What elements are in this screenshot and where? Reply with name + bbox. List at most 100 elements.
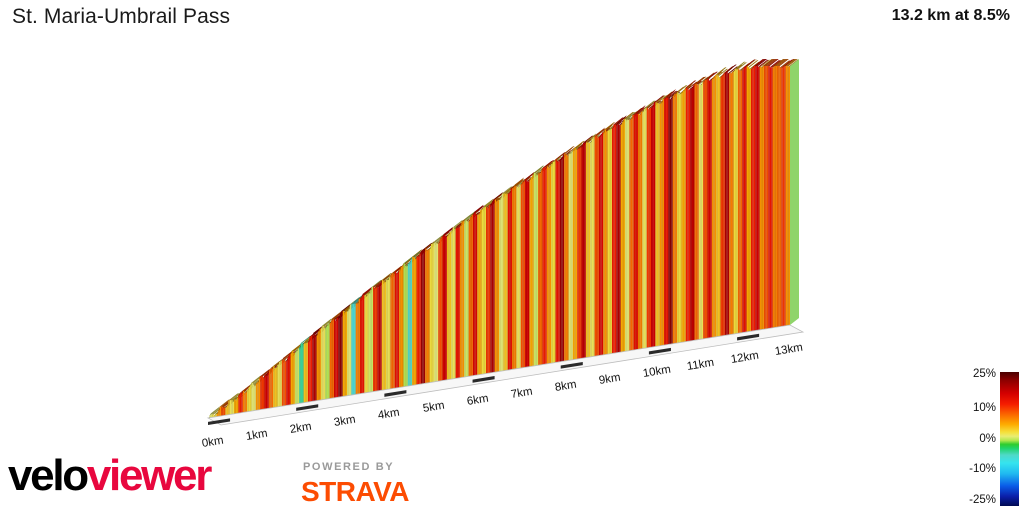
profile-segment bbox=[507, 193, 510, 371]
profile-segment bbox=[651, 107, 653, 348]
profile-segment bbox=[662, 98, 665, 346]
profile-segment bbox=[675, 92, 678, 344]
profile-segment bbox=[720, 75, 722, 337]
profile-segment bbox=[293, 353, 295, 405]
profile-segment bbox=[627, 119, 630, 351]
profile-segment bbox=[578, 148, 581, 359]
profile-segment-cap bbox=[768, 59, 779, 66]
profile-segment bbox=[707, 78, 709, 339]
profile-segment-cap bbox=[778, 59, 789, 66]
profile-segment bbox=[336, 317, 339, 398]
profile-segment bbox=[539, 173, 541, 366]
profile-segment bbox=[397, 269, 400, 388]
profile-segment-cap bbox=[624, 112, 636, 120]
profile-segment-cap bbox=[493, 192, 504, 200]
profile-segment bbox=[212, 414, 214, 418]
profile-segment bbox=[216, 413, 219, 417]
profile-segment-cap bbox=[704, 72, 716, 80]
profile-segment bbox=[455, 226, 458, 379]
profile-segment bbox=[231, 399, 233, 415]
profile-segment bbox=[759, 66, 762, 330]
elevation-profile-chart[interactable]: 0km 1km 2km 3km 4km 5km 6km 7km 8km 9km 10km 11km 12… bbox=[0, 34, 940, 450]
profile-segment bbox=[517, 185, 520, 369]
profile-segment bbox=[711, 79, 714, 338]
profile-segment bbox=[252, 384, 255, 411]
profile-segment bbox=[494, 199, 497, 373]
profile-segment-cap bbox=[716, 67, 727, 75]
profile-segment bbox=[665, 96, 667, 345]
profile-segment bbox=[307, 339, 310, 403]
profile-segment bbox=[775, 66, 777, 328]
profile-segment bbox=[362, 295, 365, 394]
profile-segment-cap bbox=[604, 122, 616, 130]
profile-segment bbox=[645, 107, 647, 349]
profile-segment bbox=[286, 358, 288, 406]
profile-segment bbox=[671, 95, 673, 344]
profile-segment bbox=[772, 67, 775, 328]
profile-segment bbox=[784, 66, 786, 326]
profile-segment bbox=[565, 154, 568, 361]
profile-segment bbox=[451, 228, 453, 380]
profile-segment-cap bbox=[525, 172, 536, 180]
profile-segment bbox=[714, 74, 717, 338]
profile-segment bbox=[514, 186, 517, 369]
powered-by-label: POWERED BY bbox=[303, 461, 395, 473]
profile-segment bbox=[559, 159, 562, 362]
profile-segment bbox=[574, 147, 576, 360]
profile-segment bbox=[666, 97, 669, 345]
profile-segment bbox=[520, 184, 523, 369]
profile-segment bbox=[249, 382, 252, 412]
profile-segment bbox=[549, 164, 552, 364]
profile-segment bbox=[653, 102, 656, 347]
veloviewer-logo[interactable]: veloviewer bbox=[8, 450, 212, 502]
profile-segment bbox=[303, 341, 305, 403]
profile-segment bbox=[763, 66, 766, 330]
profile-segment bbox=[603, 129, 605, 355]
profile-segment bbox=[527, 179, 530, 367]
profile-segment bbox=[679, 92, 682, 343]
profile-segment-cap bbox=[727, 66, 739, 74]
profile-svg bbox=[206, 59, 805, 426]
profile-segment bbox=[271, 366, 274, 408]
profile-segment bbox=[730, 73, 733, 335]
climb-stats: 13.2 km at 8.5% bbox=[891, 7, 1010, 24]
profile-segment bbox=[313, 334, 316, 402]
profile-segment-cap bbox=[533, 165, 545, 173]
profile-segment bbox=[724, 71, 727, 336]
profile-segment bbox=[341, 311, 343, 397]
profile-segment bbox=[523, 179, 526, 368]
legend-label-neg10: -10% bbox=[969, 463, 996, 475]
profile-segment-cap bbox=[228, 393, 239, 401]
profile-segment bbox=[361, 293, 363, 394]
strava-logo[interactable]: STRAVA bbox=[301, 476, 409, 507]
profile-segment-cap bbox=[707, 71, 718, 79]
profile-segment-cap bbox=[229, 393, 241, 401]
profile-segment bbox=[409, 261, 411, 386]
profile-segment bbox=[378, 285, 381, 391]
header-bar: St. Maria-Umbrail Pass 13.2 km at 8.5% bbox=[0, 0, 1024, 34]
profile-segment bbox=[357, 300, 359, 395]
profile-segment bbox=[480, 209, 482, 375]
profile-segment-cap bbox=[771, 60, 782, 68]
profile-segment bbox=[700, 84, 702, 340]
profile-segment-cap bbox=[464, 211, 475, 222]
profile-segment bbox=[477, 214, 479, 375]
profile-segment bbox=[684, 87, 686, 342]
profile-segment bbox=[457, 227, 459, 379]
profile-segment bbox=[210, 414, 213, 418]
profile-segment bbox=[368, 293, 371, 393]
profile-segment bbox=[776, 66, 779, 328]
legend-label-10: 10% bbox=[972, 402, 996, 414]
profile-segment bbox=[646, 107, 649, 348]
profile-segment-cap bbox=[613, 117, 624, 125]
profile-segment bbox=[504, 191, 507, 371]
profile-segment bbox=[538, 173, 540, 366]
profile-segment bbox=[779, 67, 782, 327]
profile-segment bbox=[542, 167, 544, 365]
profile-segment bbox=[393, 271, 395, 389]
profile-segment bbox=[736, 69, 738, 334]
profile-segment-cap bbox=[645, 100, 656, 108]
profile-segment-cap bbox=[635, 105, 646, 115]
profile-segment-cap bbox=[616, 115, 627, 125]
profile-segment bbox=[543, 167, 546, 365]
